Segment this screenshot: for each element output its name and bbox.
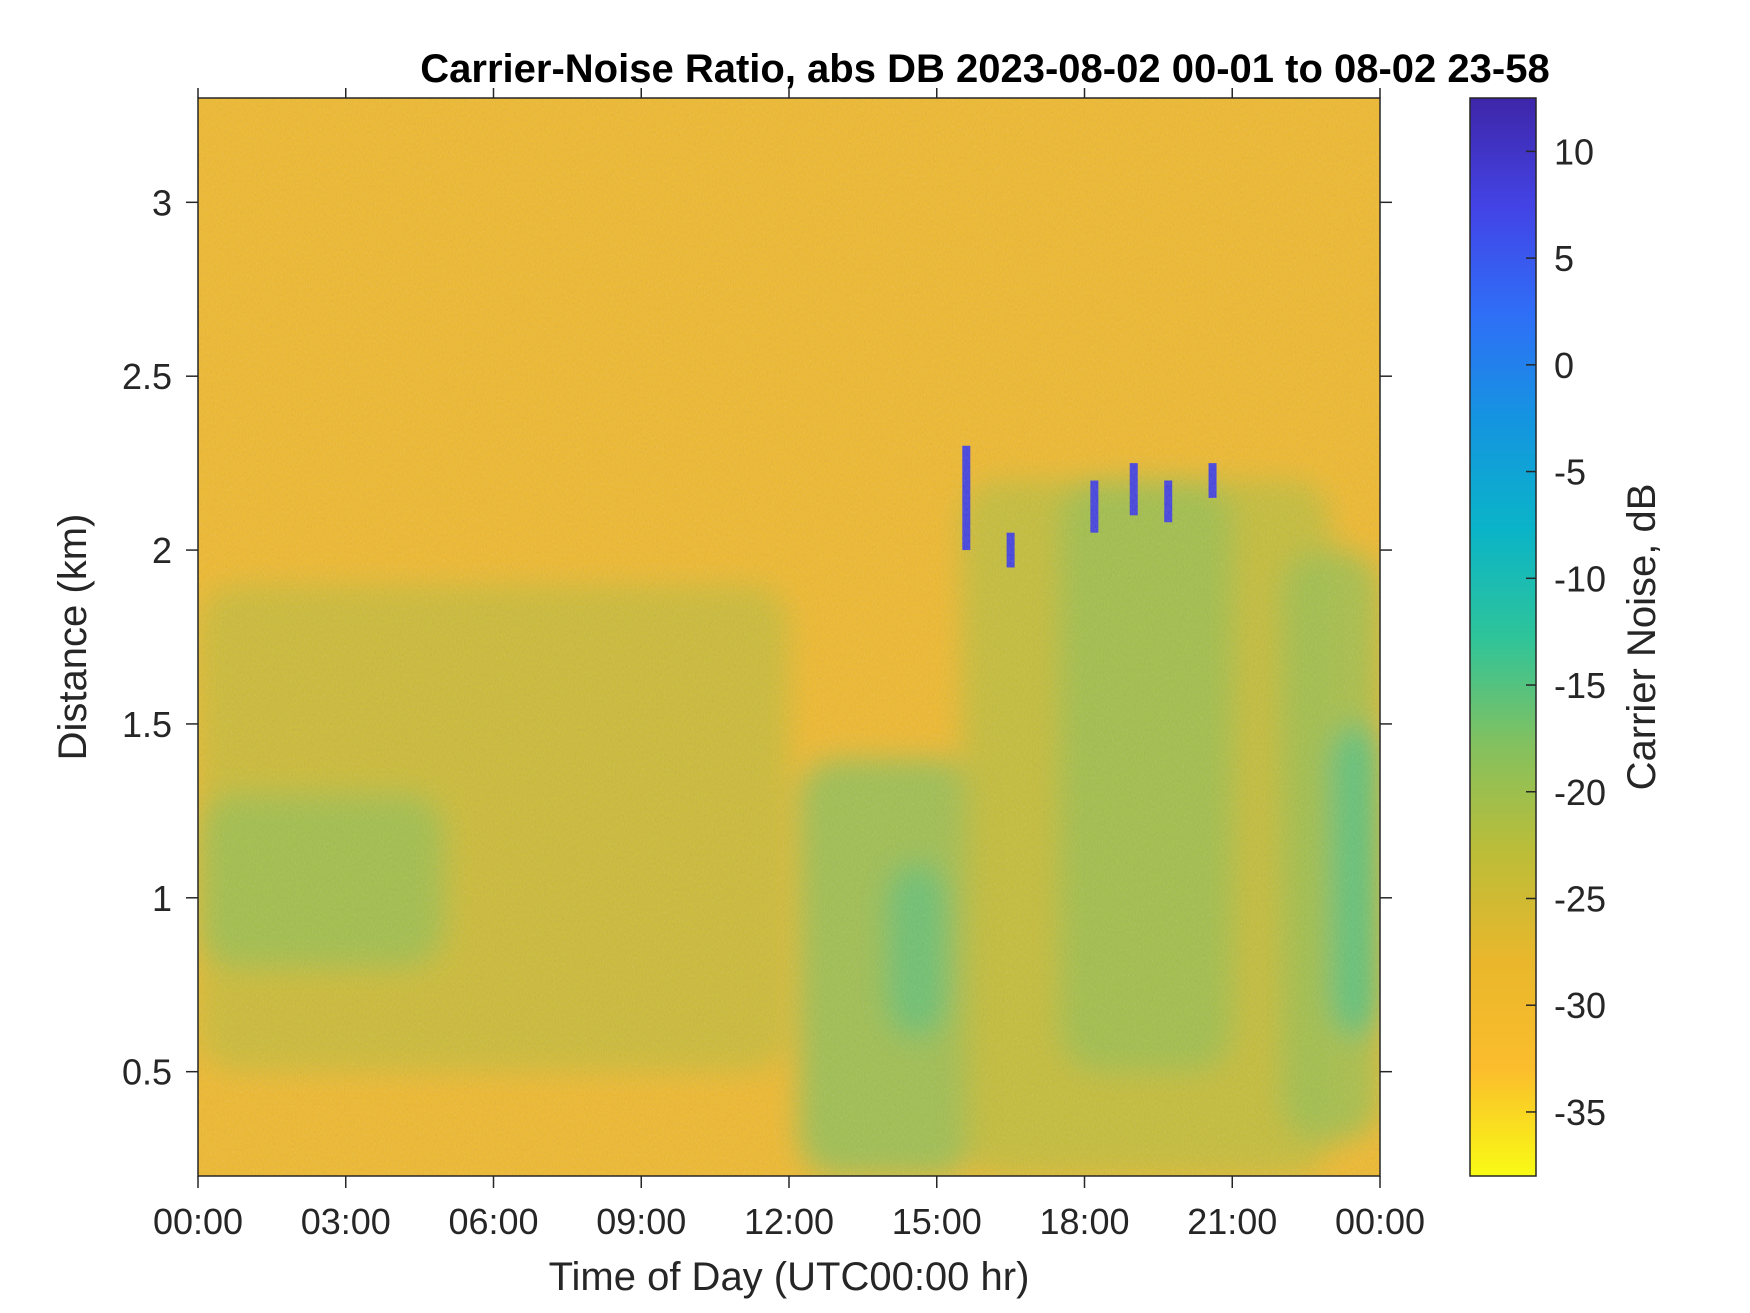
heatmap-noise-texture (198, 98, 1380, 1176)
colorbar-tick-label: 0 (1554, 345, 1574, 386)
colorbar-tick-label: -25 (1554, 878, 1606, 919)
colorbar-tick-label: -15 (1554, 665, 1606, 706)
chart-title: Carrier-Noise Ratio, abs DB 2023-08-02 0… (420, 47, 1549, 91)
colorbar-tick-label: -10 (1554, 558, 1606, 599)
x-tick-label: 21:00 (1187, 1201, 1277, 1242)
y-tick-label: 3 (152, 182, 172, 223)
x-tick-label: 18:00 (1039, 1201, 1129, 1242)
colorbar-tick-label: -5 (1554, 452, 1586, 493)
colorbar-tick-label: -35 (1554, 1092, 1606, 1133)
x-tick-label: 03:00 (301, 1201, 391, 1242)
y-tick-label: 1.5 (122, 704, 172, 745)
x-tick-label: 00:00 (153, 1201, 243, 1242)
colorbar-tick-label: 10 (1554, 131, 1594, 172)
colorbar-tick-label: -30 (1554, 985, 1606, 1026)
y-tick-label: 0.5 (122, 1052, 172, 1093)
colorbar-tick-label: -20 (1554, 772, 1606, 813)
x-axis-label: Time of Day (UTC00:00 hr) (549, 1255, 1030, 1299)
colorbar-tick-label: 5 (1554, 238, 1574, 279)
x-tick-label: 12:00 (744, 1201, 834, 1242)
x-tick-label: 09:00 (596, 1201, 686, 1242)
colorbar-frame (1469, 97, 1537, 1177)
y-axis-label: Distance (km) (51, 514, 95, 761)
y-tick-label: 1 (152, 878, 172, 919)
y-tick-label: 2.5 (122, 356, 172, 397)
colorbar: 10 5 0 -5 -10 -15 -20 -25 -30 -35 (1469, 97, 1606, 1177)
heatmap-plot-area: 00:00 03:00 06:00 09:00 12:00 15:00 18:00 21:00… (122, 88, 1425, 1242)
x-tick-label: 15:00 (892, 1201, 982, 1242)
x-axis: 00:00 03:00 06:00 09:00 12:00 15:00 18:00 21:00… (153, 88, 1425, 1242)
colorbar-label: Carrier Noise, dB (1620, 484, 1664, 791)
y-tick-label: 2 (152, 530, 172, 571)
colorbar-gradient (1470, 98, 1536, 1176)
x-tick-label: 00:00 (1335, 1201, 1425, 1242)
x-tick-label: 06:00 (448, 1201, 538, 1242)
y-axis: 0.5 1 1.5 2 2.5 3 (122, 182, 1392, 1093)
